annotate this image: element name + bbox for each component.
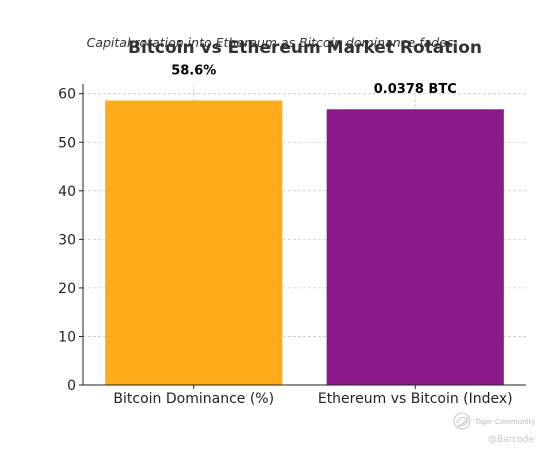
y-tick-label-3: 30 <box>58 232 76 248</box>
y-tick-label-2: 20 <box>58 281 76 297</box>
y-tick-label-1: 10 <box>58 329 76 345</box>
bars <box>105 100 504 385</box>
x-category-label-1: Ethereum vs Bitcoin (Index) <box>318 391 513 407</box>
data-label-0: 58.6% <box>171 64 216 79</box>
x-axis-categories: Bitcoin Dominance (%) Ethereum vs Bitcoin… <box>113 385 513 407</box>
bar-0 <box>105 100 283 385</box>
watermark-brand: Tiger Community <box>474 418 535 426</box>
chart-title: Bitcoin vs Ethereum Market Rotation <box>128 38 482 58</box>
data-label-1: 0.0378 BTC <box>374 82 457 97</box>
y-tick-label-0: 0 <box>67 378 76 394</box>
data-labels: 58.6% 0.0378 BTC <box>171 64 457 98</box>
y-axis-ticks: 0 10 20 30 40 50 60 <box>58 87 83 394</box>
axes <box>82 84 526 386</box>
x-category-label-0: Bitcoin Dominance (%) <box>113 391 274 407</box>
y-tick-label-5: 50 <box>58 135 76 151</box>
tiger-swirl-icon <box>453 412 471 430</box>
chart-subtitle: Capital rotation into Ethereum as Bitcoi… <box>87 35 454 50</box>
watermark: Tiger Community @Barcode <box>453 412 535 445</box>
y-tick-label-4: 40 <box>58 184 76 200</box>
bar-1 <box>326 109 504 385</box>
watermark-handle: @Barcode <box>488 435 534 445</box>
y-tick-label-6: 60 <box>58 87 76 103</box>
